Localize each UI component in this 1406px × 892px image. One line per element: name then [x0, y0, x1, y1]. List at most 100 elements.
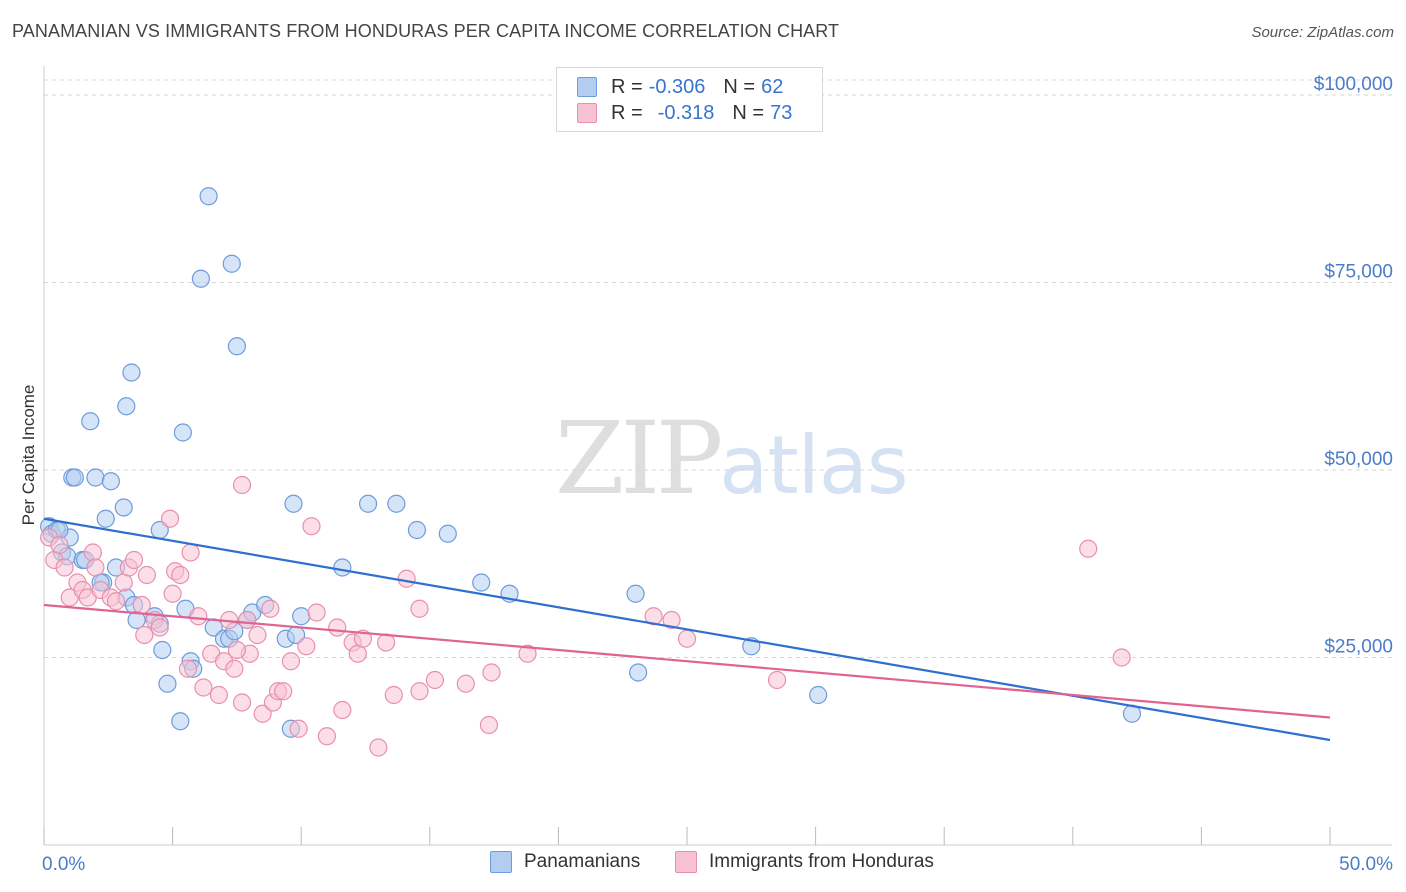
honduras-point	[302, 517, 321, 536]
honduras-point	[456, 674, 475, 693]
legend-item-honduras[interactable]: Immigrants from Honduras	[675, 851, 934, 873]
legend-r-value: -0.306	[648, 75, 706, 98]
panamanian-trendline	[43, 517, 1331, 742]
honduras-point	[194, 678, 213, 697]
honduras-point	[767, 670, 787, 690]
honduras-point	[644, 607, 663, 626]
panamanian-point	[122, 363, 141, 382]
honduras-point	[677, 629, 697, 648]
panamanian-point	[809, 685, 828, 705]
panamanian-point	[81, 412, 100, 431]
panamanian-point	[222, 254, 241, 273]
panamanian-point	[629, 663, 648, 682]
honduras-point	[317, 727, 337, 746]
series-legend: Panamanians Immigrants from Honduras	[0, 851, 1406, 877]
honduras-point	[225, 659, 244, 678]
honduras-point	[261, 599, 280, 618]
honduras-point	[124, 550, 144, 570]
panamanian-point	[358, 494, 378, 513]
legend-n-value: 62	[761, 75, 784, 98]
legend-item-panamanians[interactable]: Panamanians	[490, 851, 640, 873]
honduras-point	[50, 535, 69, 555]
legend-swatch-blue	[577, 77, 597, 97]
legend-row-honduras: R = -0.318 N = 73	[577, 100, 792, 126]
honduras-point	[479, 715, 499, 735]
honduras-point	[410, 599, 429, 618]
honduras-point	[55, 558, 74, 577]
panamanian-point	[96, 509, 115, 528]
panamanian-point	[153, 640, 172, 660]
honduras-point	[289, 719, 308, 738]
legend-swatch-pink	[577, 103, 597, 123]
source-label: Source: ZipAtlas.com	[1251, 24, 1394, 41]
panamanian-point	[438, 524, 457, 543]
honduras-point	[353, 629, 373, 648]
legend-row-panamanians: R = -0.306 N = 62	[577, 74, 783, 100]
honduras-point	[1112, 648, 1131, 667]
panamanian-point	[173, 423, 192, 442]
panamanian-point	[626, 584, 645, 603]
honduras-point	[227, 640, 246, 660]
honduras-point	[137, 565, 156, 585]
legend-n-label: N =	[723, 75, 756, 98]
honduras-point	[410, 682, 429, 701]
honduras-point	[518, 644, 537, 663]
legend-swatch-blue	[490, 851, 512, 873]
honduras-point	[281, 652, 301, 671]
panamanian-point	[199, 187, 218, 206]
honduras-point	[178, 659, 198, 678]
honduras-point	[376, 633, 396, 652]
honduras-point	[274, 682, 293, 701]
points-layer	[40, 187, 1142, 757]
panamanian-point	[284, 494, 303, 513]
honduras-point	[248, 625, 267, 645]
panamanian-point	[333, 558, 352, 577]
panamanian-point	[114, 498, 133, 517]
legend-label-honduras: Immigrants from Honduras	[709, 851, 934, 872]
honduras-point	[209, 685, 228, 705]
legend-r-value: -0.318	[657, 101, 715, 124]
honduras-point	[171, 565, 190, 585]
panamanian-point	[191, 269, 210, 288]
x-tick-label-min: 0.0%	[42, 854, 85, 875]
panamanian-point	[101, 472, 120, 491]
honduras-point	[181, 543, 200, 562]
honduras-point	[232, 693, 252, 712]
panamanian-point	[158, 674, 177, 693]
axis-layer	[43, 66, 1392, 846]
honduras-point	[662, 610, 681, 630]
y-tick-label: $100,000	[1314, 74, 1393, 95]
honduras-point	[297, 637, 316, 656]
tick-label-layer: $25,000 $50,000 $75,000 $100,000 0.0% 50.0%	[42, 74, 1393, 875]
honduras-point	[160, 509, 180, 528]
honduras-point	[232, 475, 252, 495]
chart-title: PANAMANIAN VS IMMIGRANTS FROM HONDURAS P…	[12, 21, 840, 41]
honduras-point	[397, 569, 416, 588]
panamanian-point	[387, 494, 406, 513]
panamanian-point	[227, 337, 246, 356]
honduras-point	[189, 607, 208, 626]
honduras-point	[83, 543, 102, 562]
watermark-zip: ZIP	[555, 400, 723, 517]
honduras-point	[86, 558, 105, 577]
x-tick-label-max: 50.0%	[1339, 854, 1393, 875]
grid-layer	[44, 79, 1392, 658]
legend-n-value: 73	[770, 101, 793, 124]
legend-n-label: N =	[732, 101, 765, 124]
trend-layer	[43, 517, 1331, 742]
honduras-point	[106, 592, 126, 611]
panamanian-point	[117, 397, 136, 416]
honduras-point	[238, 610, 257, 630]
panamanian-point	[171, 712, 190, 731]
watermark: ZIPatlas	[555, 400, 909, 517]
legend-r-label: R =	[611, 101, 643, 124]
panamanian-point	[86, 468, 105, 487]
honduras-point	[150, 618, 169, 637]
honduras-point	[369, 738, 388, 757]
legend-swatch-pink	[675, 851, 697, 873]
honduras-point	[132, 595, 151, 615]
panamanian-point	[407, 520, 427, 540]
honduras-point	[163, 584, 182, 603]
honduras-point	[135, 625, 154, 645]
